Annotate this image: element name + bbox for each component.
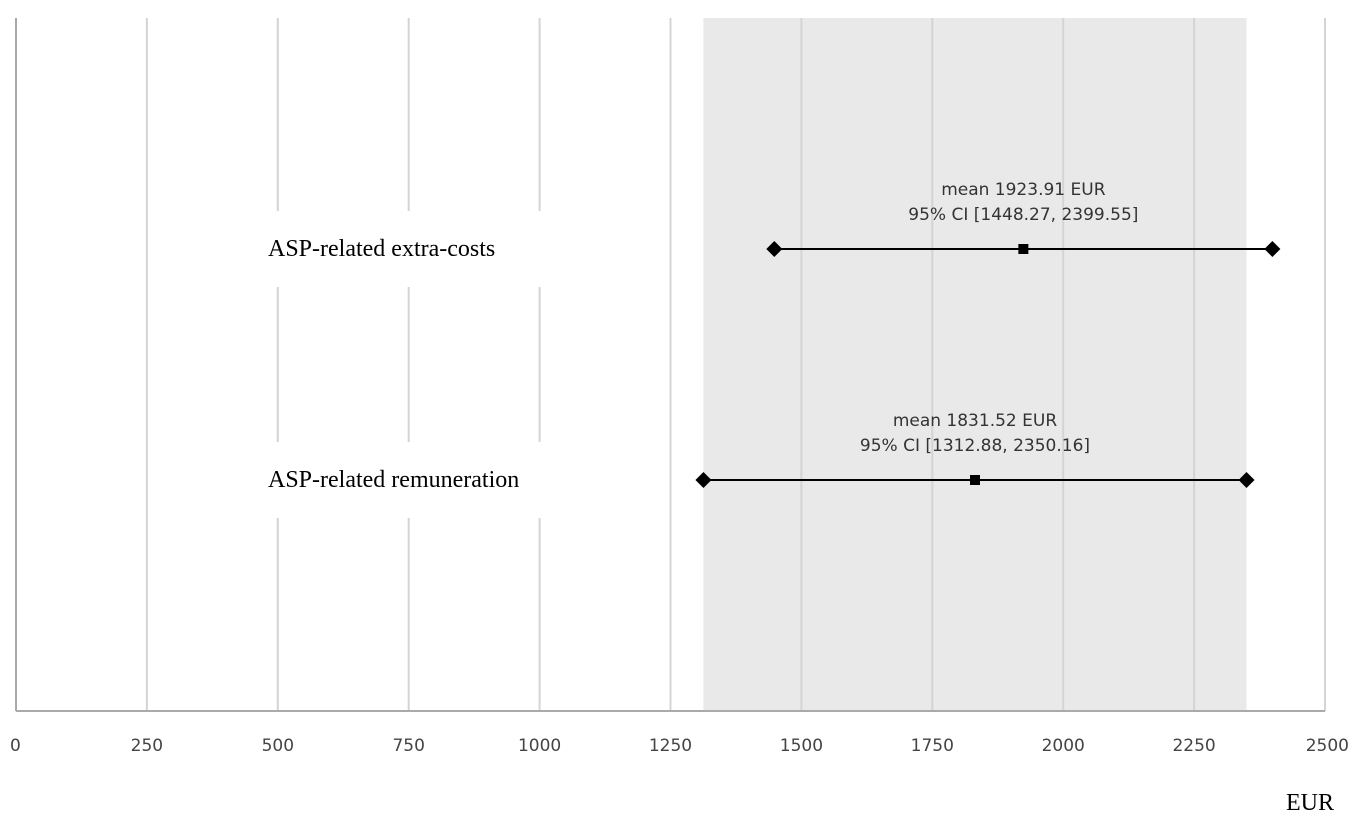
- row-label: ASP-related extra-costs: [268, 236, 495, 262]
- mean-marker: [969, 475, 980, 485]
- x-tick-label: 1750: [911, 736, 954, 756]
- ci-high-marker: [1238, 472, 1255, 488]
- ci-annotation: 95% CI [1448.27, 2399.55]: [908, 205, 1138, 225]
- row-label-background: [262, 442, 584, 518]
- x-tick-label: 1500: [780, 736, 823, 756]
- row-label-background: [262, 211, 584, 287]
- x-unit-label: EUR: [1286, 790, 1334, 813]
- gridlines: [145, 18, 1326, 711]
- ci-low-marker: [766, 241, 783, 257]
- mean-annotation: mean 1923.91 EUR: [941, 180, 1106, 200]
- x-tick-label: 1250: [649, 736, 692, 756]
- x-tick-labels: 0 250 500 750 1000 1250 1500 1750 2000 2250 2500: [10, 736, 1349, 756]
- interval-rows: ASP-related extra-costs mean 1923.91 EUR 9…: [268, 180, 1281, 493]
- ci-high-marker: [1264, 241, 1281, 257]
- x-tick-label: 750: [392, 736, 424, 756]
- shaded-band: [703, 18, 1247, 711]
- x-tick-label: 2250: [1172, 736, 1215, 756]
- x-tick-label: 250: [131, 736, 163, 756]
- x-tick-label: 0: [10, 736, 21, 756]
- x-tick-label: 500: [262, 736, 294, 756]
- mean-annotation: mean 1831.52 EUR: [893, 411, 1058, 431]
- mean-marker: [1018, 244, 1029, 254]
- ci-annotation: 95% CI [1312.88, 2350.16]: [860, 436, 1090, 456]
- x-tick-label: 2500: [1306, 736, 1349, 756]
- ci-low-marker: [695, 472, 712, 488]
- interval-row: ASP-related remuneration mean 1831.52 EUR…: [268, 411, 1255, 493]
- row-label: ASP-related remuneration: [268, 467, 519, 493]
- label-masks: [262, 211, 584, 518]
- x-tick-label: 2000: [1042, 736, 1085, 756]
- x-tick-label: 1000: [518, 736, 561, 756]
- interval-row: ASP-related extra-costs mean 1923.91 EUR 9…: [268, 180, 1281, 262]
